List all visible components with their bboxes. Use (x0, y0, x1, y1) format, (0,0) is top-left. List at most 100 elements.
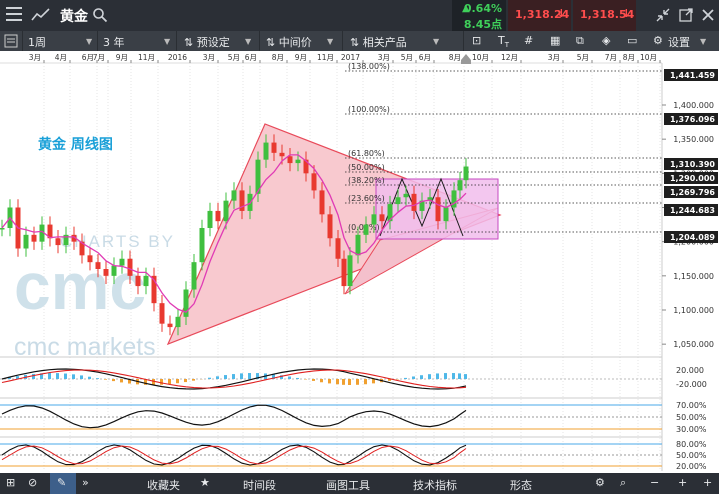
y-tick-label: 1,400.000 (673, 101, 714, 110)
macd-bar (336, 379, 339, 385)
price-type-label: 中间价 (278, 36, 312, 49)
macd-bar (280, 375, 283, 379)
drawing-tools-menu[interactable]: 画图工具 (326, 479, 370, 492)
macd-bar (48, 373, 51, 379)
x-tick-label: 6月 (419, 53, 431, 62)
gear-icon[interactable]: ⚙ (653, 34, 663, 47)
candle-body (311, 173, 317, 191)
x-tick-label: 11月 (138, 53, 155, 62)
scroll-marker[interactable] (461, 60, 471, 64)
more-icon[interactable]: » (82, 476, 89, 489)
candle-body (127, 258, 133, 276)
macd-bar (120, 379, 123, 383)
buy-price: 1,318.54 (580, 8, 635, 21)
macd-bar (312, 379, 315, 381)
candle-body (403, 193, 409, 198)
x-tick-label: 3月 (29, 53, 41, 62)
candle-body (451, 190, 457, 208)
chevron-down-icon: ▼ (164, 37, 171, 46)
macd-bar (412, 376, 415, 379)
plus-icon[interactable]: + (678, 476, 688, 489)
settings-button[interactable]: 设置 (668, 36, 690, 49)
favorites-menu[interactable]: 收藏夹 (147, 479, 180, 492)
macd-bar (232, 374, 235, 379)
candle-body (303, 159, 309, 174)
candle-body (0, 228, 5, 230)
timeframe-menu[interactable]: 时间段 (243, 479, 276, 492)
macd-bar (184, 379, 187, 383)
star-icon[interactable]: ★ (200, 476, 210, 489)
sell-price-button[interactable]: 1,318.24 ↓ (508, 0, 571, 31)
interval-select[interactable]: 1周 (28, 34, 46, 50)
drawing-shapes[interactable] (166, 123, 502, 346)
minus-icon[interactable]: − (650, 476, 660, 489)
price-tag-bg (664, 231, 718, 243)
layers-icon[interactable]: ◈ (602, 34, 611, 47)
grid-icon[interactable]: # (524, 34, 534, 47)
price-type-button[interactable]: ⇅ 中间价 (266, 36, 312, 49)
collapse-icon[interactable] (655, 7, 671, 23)
range-select[interactable]: 3 年 (103, 34, 125, 50)
popout-icon[interactable] (678, 7, 694, 23)
interval-value: 1周 (28, 36, 46, 49)
macd-bar (464, 374, 467, 379)
candle-body (271, 142, 277, 153)
macd-bar (128, 379, 131, 384)
x-tick-label: 3月 (203, 53, 215, 62)
line-chart-icon[interactable] (31, 6, 51, 24)
candle-body (457, 180, 463, 191)
macd-bar (176, 379, 179, 384)
range-value: 3 年 (103, 36, 125, 49)
buy-price-button[interactable]: 1,318.54 ↓ (573, 0, 636, 31)
candle-body (363, 224, 369, 235)
candle-body (341, 258, 347, 287)
fib-level-label: (50.00%) (348, 163, 385, 172)
candle-body (63, 234, 69, 246)
candle-body (279, 152, 285, 157)
eraser-icon[interactable]: ▭ (627, 34, 638, 47)
x-tick-label: 2016 (168, 53, 187, 62)
x-tick-label: 6月 (245, 53, 257, 62)
preset-label: 预设定 (196, 36, 230, 49)
candle-body (31, 234, 37, 242)
instrument-title: 黄金 (60, 9, 88, 25)
copy-icon[interactable]: ⧉ (576, 34, 584, 47)
macd-bar (420, 375, 423, 379)
patterns-menu[interactable]: 形态 (510, 479, 532, 492)
search-icon[interactable] (92, 7, 108, 23)
settings-icon[interactable]: ⚙ (595, 476, 605, 489)
pen-tool-button[interactable]: ✎ (50, 473, 76, 494)
macd-tick-label: -20.000 (676, 380, 707, 389)
text-tool-icon[interactable]: TT (498, 34, 510, 50)
indicators-menu[interactable]: 技术指标 (413, 479, 457, 492)
related-products-button[interactable]: ⇅ 相关产品 (350, 36, 407, 49)
menu-icon[interactable] (6, 7, 22, 23)
candle-body (411, 193, 417, 211)
close-icon[interactable] (700, 7, 716, 23)
macd-bar (224, 375, 227, 379)
crosshair-icon[interactable]: ⊡ (472, 34, 482, 47)
candle-body (327, 214, 333, 239)
macd-signal-line (1, 369, 467, 389)
zoom-icon[interactable]: ⌕ (620, 476, 627, 489)
price-tag-bg (664, 172, 718, 184)
candle-body (159, 303, 165, 324)
candle-body (371, 214, 377, 225)
chart-toolbar: 1周 ▼ 3 年 ▼ ⇅ 预设定 ▼ ⇅ 中间价 ▼ ⇅ 相关产品 ▼ ⊡ TT… (0, 31, 719, 51)
zigzag-pattern (379, 177, 464, 237)
candle-body (419, 200, 425, 211)
grid-layout-icon[interactable]: ⊞ (6, 476, 16, 489)
hide-icon[interactable]: ⊘ (28, 476, 38, 489)
grid-toggle-icon[interactable]: ▦ (550, 34, 561, 47)
y-tick-label: 1,350.000 (673, 135, 714, 144)
scroll-marker-icon[interactable] (461, 54, 471, 60)
candle-body (167, 323, 173, 328)
price-tag-label: 1,376.096 (670, 115, 715, 124)
preset-button[interactable]: ⇅ 预设定 (184, 36, 230, 49)
panel-toggle-icon[interactable] (4, 34, 18, 48)
chart-title: 黄金 周线图 (38, 136, 113, 153)
plus-icon[interactable]: + (703, 476, 713, 489)
x-tick-label: 11月 (317, 53, 334, 62)
change-percent: 0.64% (463, 2, 502, 15)
